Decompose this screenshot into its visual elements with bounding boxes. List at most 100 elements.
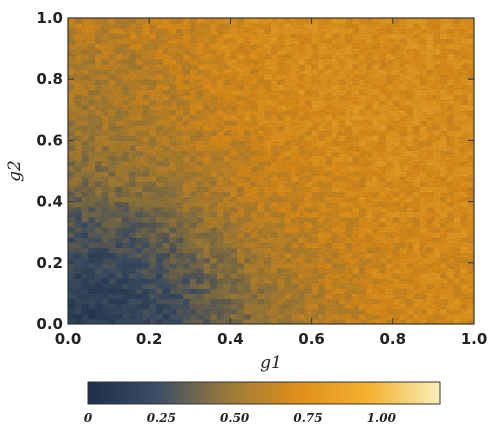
heatmap-cell bbox=[162, 232, 171, 238]
heatmap-cell bbox=[223, 53, 231, 60]
heatmap-cell bbox=[122, 303, 130, 310]
heatmap-cell bbox=[135, 28, 144, 34]
heatmap-cell bbox=[453, 303, 462, 310]
heatmap-cell bbox=[155, 267, 164, 274]
heatmap-cell bbox=[298, 120, 306, 126]
heatmap-cell bbox=[176, 298, 184, 305]
heatmap-cell bbox=[413, 160, 421, 167]
heatmap-cell bbox=[68, 171, 76, 177]
heatmap-cell bbox=[372, 176, 380, 182]
heatmap-cell bbox=[243, 191, 252, 198]
heatmap-cell bbox=[74, 58, 83, 65]
heatmap-cell bbox=[291, 38, 299, 45]
heatmap-cell bbox=[325, 69, 333, 75]
heatmap-cell bbox=[345, 303, 353, 310]
heatmap-cell bbox=[433, 48, 441, 55]
heatmap-cell bbox=[176, 84, 184, 90]
heatmap-cell bbox=[338, 130, 347, 136]
heatmap-cell bbox=[379, 109, 387, 116]
heatmap-cell bbox=[95, 176, 103, 182]
heatmap-cell bbox=[365, 222, 374, 228]
heatmap-cell bbox=[81, 130, 89, 136]
heatmap-cell bbox=[311, 74, 319, 80]
heatmap-cell bbox=[189, 313, 198, 320]
heatmap-cell bbox=[68, 227, 76, 233]
heatmap-cell bbox=[318, 63, 326, 70]
heatmap-cell bbox=[277, 84, 286, 90]
heatmap-cell bbox=[169, 48, 177, 55]
heatmap-cell bbox=[338, 176, 347, 182]
heatmap-cell bbox=[426, 63, 434, 70]
heatmap-cell bbox=[176, 53, 184, 60]
heatmap-cell bbox=[162, 201, 171, 208]
heatmap-cell bbox=[379, 211, 387, 218]
heatmap-cell bbox=[176, 120, 184, 126]
heatmap-cell bbox=[284, 232, 292, 238]
heatmap-cell bbox=[135, 267, 144, 274]
heatmap-cell bbox=[284, 247, 292, 254]
heatmap-cell bbox=[311, 237, 319, 243]
heatmap-cell bbox=[257, 74, 265, 80]
heatmap-cell bbox=[277, 267, 286, 274]
heatmap-cell bbox=[277, 278, 286, 284]
heatmap-cell bbox=[264, 48, 272, 55]
heatmap-cell bbox=[284, 211, 292, 218]
heatmap-cell bbox=[291, 191, 299, 198]
heatmap-cell bbox=[426, 94, 434, 101]
heatmap-cell bbox=[210, 247, 218, 254]
heatmap-cell bbox=[331, 140, 340, 147]
heatmap-cell bbox=[189, 160, 198, 167]
heatmap-cell bbox=[277, 273, 286, 279]
heatmap-cell bbox=[101, 99, 110, 106]
heatmap-cell bbox=[331, 206, 340, 213]
heatmap-cell bbox=[155, 176, 164, 182]
heatmap-cell bbox=[95, 201, 103, 208]
heatmap-cell bbox=[88, 313, 96, 320]
heatmap-cell bbox=[128, 18, 137, 24]
heatmap-cell bbox=[88, 308, 96, 315]
heatmap-cell bbox=[453, 69, 462, 75]
heatmap-cell bbox=[149, 104, 157, 111]
heatmap-cell bbox=[284, 84, 292, 90]
heatmap-cell bbox=[210, 28, 218, 34]
heatmap-cell bbox=[331, 125, 340, 131]
heatmap-cell bbox=[81, 191, 89, 198]
heatmap-cell bbox=[284, 318, 292, 324]
heatmap-cell bbox=[183, 63, 191, 70]
heatmap-cell bbox=[440, 69, 448, 75]
heatmap-cell bbox=[358, 109, 367, 116]
heatmap-cell bbox=[413, 145, 421, 152]
heatmap-cell bbox=[122, 211, 130, 218]
heatmap-cell bbox=[399, 79, 407, 85]
heatmap-cell bbox=[284, 196, 292, 203]
heatmap-cell bbox=[210, 145, 218, 152]
heatmap-cell bbox=[203, 227, 211, 233]
heatmap-cell bbox=[277, 23, 286, 29]
heatmap-cell bbox=[149, 145, 157, 152]
heatmap-cell bbox=[453, 33, 462, 39]
heatmap-cell bbox=[386, 303, 394, 310]
heatmap-cell bbox=[440, 89, 448, 96]
heatmap-cell bbox=[318, 267, 326, 274]
heatmap-cell bbox=[331, 252, 340, 259]
heatmap-cell bbox=[413, 257, 421, 264]
heatmap-cell bbox=[453, 283, 462, 289]
heatmap-cell bbox=[433, 201, 441, 208]
heatmap-cell bbox=[95, 114, 103, 121]
heatmap-cell bbox=[304, 242, 313, 249]
heatmap-cell bbox=[155, 84, 164, 90]
heatmap-cell bbox=[189, 293, 198, 300]
heatmap-cell bbox=[101, 48, 110, 55]
heatmap-cell bbox=[210, 58, 218, 65]
heatmap-cell bbox=[419, 191, 428, 198]
heatmap-cell bbox=[74, 308, 83, 315]
heatmap-cell bbox=[331, 283, 340, 289]
heatmap-cell bbox=[399, 247, 407, 254]
heatmap-cell bbox=[108, 211, 116, 218]
heatmap-cell bbox=[298, 160, 306, 167]
heatmap-cell bbox=[88, 293, 96, 300]
heatmap-cell bbox=[372, 135, 380, 141]
heatmap-cell bbox=[189, 120, 198, 126]
heatmap-cell bbox=[122, 262, 130, 269]
heatmap-cell bbox=[399, 53, 407, 60]
